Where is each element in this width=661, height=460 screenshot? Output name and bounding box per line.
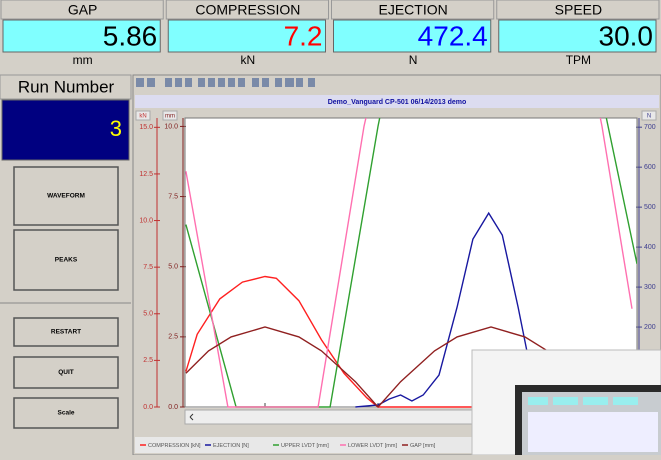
axis-head	[135, 110, 151, 121]
toolbar	[136, 78, 315, 87]
legend-label: UPPER LVDT [mm]	[281, 443, 329, 449]
tick-label: 10.0	[139, 217, 153, 224]
tick-label: 2.5	[168, 334, 178, 341]
tick-label: 700	[644, 124, 656, 131]
button-label[interactable]: QUIT	[58, 369, 74, 376]
button-label[interactable]: WAVEFORM	[47, 193, 85, 200]
axis-unit: kN	[139, 114, 146, 120]
meter-value: 5.86	[103, 20, 158, 51]
legend-label: EJECTION [N]	[213, 443, 249, 449]
inset-photo	[471, 349, 661, 456]
meter-value: 472.4	[418, 20, 488, 51]
tick-label: 300	[644, 284, 656, 291]
button[interactable]	[13, 356, 119, 389]
tick-label: 500	[644, 204, 656, 211]
button-label[interactable]: RESTART	[51, 329, 81, 336]
tick-label: 7.5	[168, 193, 178, 200]
tick-label: 5.0	[168, 264, 178, 271]
axis-unit: N	[647, 114, 651, 120]
axis-unit: mm	[165, 114, 175, 120]
meter-box	[333, 19, 492, 53]
run-label: Run Number	[18, 77, 115, 96]
tick-label: 400	[644, 244, 656, 251]
meter-unit: mm	[73, 53, 93, 67]
run-box	[1, 99, 130, 161]
meter-label: EJECTION	[379, 2, 448, 18]
axis-head	[641, 110, 657, 121]
button[interactable]	[13, 166, 119, 226]
legend-label: COMPRESSION [kN]	[148, 443, 201, 449]
legend-label: LOWER LVDT [mm]	[348, 443, 397, 449]
button-label[interactable]: PEAKS	[55, 257, 78, 264]
tick-label: 0.0	[168, 404, 178, 411]
tick-label: 7.5	[143, 264, 153, 271]
tick-label: 600	[644, 164, 656, 171]
tick-label: 15.0	[139, 124, 153, 131]
button[interactable]	[13, 317, 119, 347]
tick-label: 12.5	[139, 171, 153, 178]
meter-label: GAP	[68, 2, 98, 18]
tick-label: 0.0	[143, 404, 153, 411]
meter-unit: TPM	[566, 53, 591, 67]
button[interactable]	[13, 229, 119, 291]
tick-label: 5.0	[143, 311, 153, 318]
meter-label: SPEED	[555, 2, 602, 18]
chart-title: Demo_Vanguard CP-501 06/14/2013 demo	[328, 99, 467, 106]
meter-header	[496, 0, 660, 20]
meter-header	[331, 0, 495, 20]
meter-header	[0, 0, 164, 20]
series-line	[185, 326, 582, 408]
meter-box	[2, 19, 161, 53]
meter-value: 30.0	[599, 20, 654, 51]
meter-unit: kN	[241, 53, 256, 67]
tick-label: 200	[644, 324, 656, 331]
button[interactable]	[13, 397, 119, 429]
scroll-left[interactable]	[189, 413, 194, 421]
meter-header	[165, 0, 329, 20]
meter-unit: N	[409, 53, 418, 67]
meter-value: 7.2	[284, 20, 323, 51]
series-line	[185, 118, 633, 408]
run-value: 3	[110, 116, 122, 141]
meter-box	[167, 19, 326, 53]
run-header	[0, 74, 132, 100]
title-bar	[135, 95, 659, 108]
legend-label: GAP [mm]	[410, 443, 436, 449]
tick-label: 2.5	[143, 357, 153, 364]
meter-box	[498, 19, 657, 53]
axis-head	[162, 110, 178, 121]
button-label[interactable]: Scale	[58, 410, 75, 417]
tick-label: 10.0	[164, 123, 178, 130]
meter-label: COMPRESSION	[195, 2, 300, 18]
